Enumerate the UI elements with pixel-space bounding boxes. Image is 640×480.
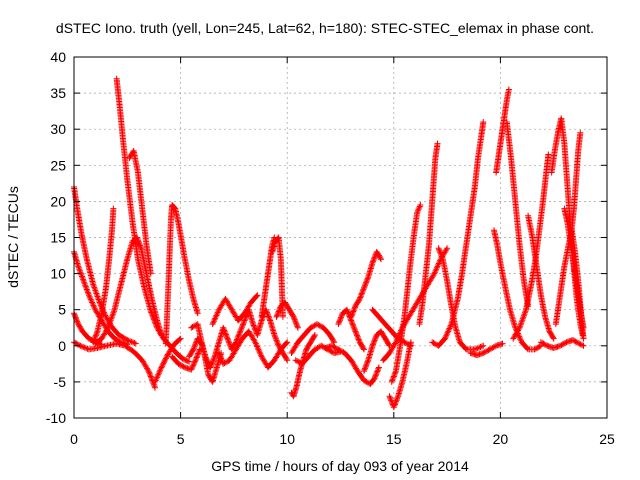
arc-markers — [552, 227, 587, 342]
y-tick-label: 40 — [50, 49, 66, 65]
arc-markers — [348, 248, 384, 320]
y-tick-label: 10 — [50, 266, 66, 282]
series-points — [71, 75, 587, 411]
x-tick-label: 10 — [279, 431, 295, 447]
arc-markers — [335, 306, 367, 353]
arc-markers — [113, 75, 193, 365]
arc-markers — [216, 328, 291, 371]
arc-markers — [188, 321, 225, 385]
arc-markers — [169, 346, 203, 373]
arc-markers — [386, 339, 414, 411]
arc-markers — [162, 202, 201, 347]
x-tick-label: 5 — [177, 431, 185, 447]
arc-markers — [467, 340, 506, 359]
x-tick-label: 20 — [493, 431, 509, 447]
y-tick-label: -10 — [46, 410, 66, 426]
arc-markers — [361, 328, 393, 375]
y-tick-label: 25 — [50, 157, 66, 173]
arc-markers — [209, 292, 261, 328]
y-tick-label: -5 — [54, 374, 67, 390]
arc-markers — [90, 205, 117, 346]
arc-markers — [369, 306, 414, 349]
x-axis-label: GPS time / hours of day 093 of year 2014 — [211, 458, 469, 474]
arc-markers — [525, 212, 557, 342]
arc-markers — [71, 339, 158, 391]
y-axis-label: dSTEC / TECUs — [5, 186, 21, 288]
y-tick-label: 35 — [50, 85, 66, 101]
y-tick-label: 5 — [58, 302, 66, 318]
y-tick-label: 30 — [50, 121, 66, 137]
y-tick-label: 15 — [50, 230, 66, 246]
arc-markers — [152, 335, 184, 385]
grid — [74, 57, 607, 418]
arc-markers — [416, 140, 441, 328]
x-tick-label: 25 — [599, 431, 615, 447]
arc-markers — [429, 119, 487, 349]
arc-markers — [288, 321, 338, 356]
arc-markers — [503, 119, 532, 310]
y-tick-label: 0 — [58, 338, 66, 354]
axes: 0 5 10 15 20 25 -10 -5 0 5 10 15 20 25 30 35 40 — [46, 49, 615, 447]
arc-markers — [273, 299, 301, 331]
x-tick-label: 0 — [70, 431, 78, 447]
arc-markers — [537, 337, 587, 351]
arc-markers — [493, 86, 512, 176]
y-tick-label: 20 — [50, 193, 66, 209]
arc-markers — [491, 227, 544, 353]
data-layer — [71, 75, 587, 411]
arc-markers — [126, 147, 154, 277]
arc-markers — [322, 342, 382, 388]
arc-markers — [92, 234, 165, 347]
x-tick-label: 15 — [386, 431, 402, 447]
arc-markers — [435, 245, 487, 353]
chart-title: dSTEC Iono. truth (yell, Lon=245, Lat=62… — [56, 20, 594, 36]
